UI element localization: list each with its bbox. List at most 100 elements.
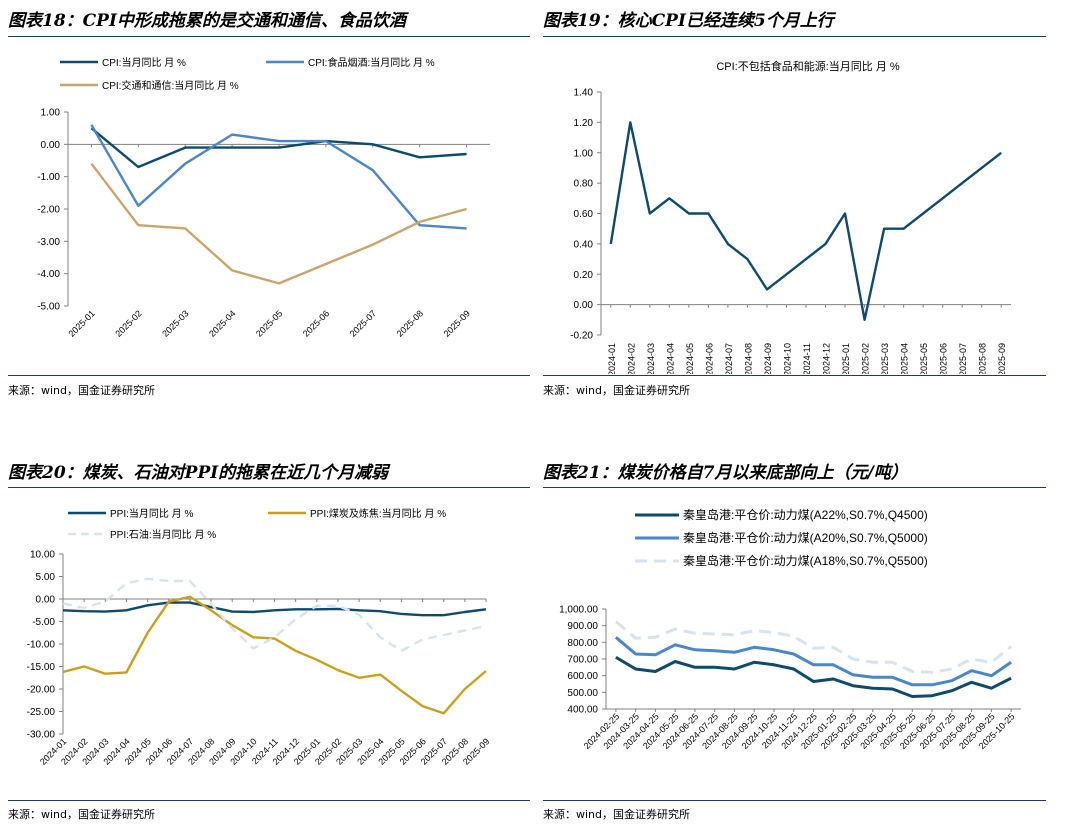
y-tick-label: 5.00 <box>36 572 56 583</box>
figure-21-source: 来源：wind，国金证券研究所 <box>543 808 691 821</box>
y-tick-label: 1.00 <box>41 108 61 119</box>
y-tick-label: -3.00 <box>37 237 60 248</box>
y-tick-label: -1.00 <box>37 172 60 183</box>
y-tick-label: 900.00 <box>567 621 598 632</box>
figure-18-top-rule <box>8 36 530 37</box>
chart-subtitle: CPI:不包括食品和能源:当月同比 月 % <box>716 59 900 73</box>
x-tick-label: 2025-09 <box>997 343 1007 374</box>
y-tick-label: 700.00 <box>567 655 598 666</box>
y-tick-label: 0.00 <box>36 595 56 606</box>
y-tick-label: -15.00 <box>27 662 56 673</box>
x-tick-label: 2024-04 <box>665 343 675 374</box>
figure-18-source: 来源：wind，国金证券研究所 <box>8 384 156 397</box>
x-tick-label: 2025-04 <box>900 343 910 374</box>
y-tick-label: 0.40 <box>574 239 594 250</box>
x-tick-label: 2024-09 <box>763 343 773 374</box>
y-tick-label: -30.00 <box>27 730 56 741</box>
figure-21-panel: 图表21：煤炭价格自7月以来底部向上（元/吨） 1,000.00 900.00 80… <box>543 420 1075 836</box>
legend-label-1: 秦皇岛港:平仓价:动力煤(A22%,S0.7%,Q4500) <box>683 507 928 522</box>
x-tick-label: 2024-03 <box>646 343 656 374</box>
y-tick-label: 600.00 <box>567 671 598 682</box>
y-tick-label: -5.00 <box>32 617 55 628</box>
figure-18-bottom-rule <box>8 375 530 376</box>
x-tick-label: 2025-05 <box>919 343 929 374</box>
legend-label-2: 秦皇岛港:平仓价:动力煤(A20%,S0.7%,Q5000) <box>683 530 928 545</box>
series-line-1 <box>615 656 1012 698</box>
x-tick-label: 2024-10 <box>782 343 792 374</box>
y-tick-label: 0.60 <box>574 209 594 220</box>
x-tick-label: 2025-01 <box>841 343 851 374</box>
x-tick-label: 2024-07 <box>724 343 734 374</box>
figure-19-chart: CPI:不包括食品和能源:当月同比 月 % 1.40 1.20 1.00 0.80 0.6… <box>570 59 1011 374</box>
legend-label-3: PPI:石油:当月同比 月 % <box>110 528 216 541</box>
y-tick-label: 0.00 <box>41 140 61 151</box>
legend-label-1: CPI:当月同比 月 % <box>102 56 186 69</box>
y-tick-label: 800.00 <box>567 638 598 649</box>
x-tick-label: 2024-01 <box>607 343 617 374</box>
x-tick-label: 2024-05 <box>685 343 695 374</box>
y-tick-label: -20.00 <box>27 685 56 696</box>
figure-20-top-rule <box>8 487 530 488</box>
legend-label-2: CPI:食品烟酒:当月同比 月 % <box>308 56 435 69</box>
y-tick-label: 0.00 <box>574 300 594 311</box>
figure-20-title: 图表20：煤炭、石油对PPI的拖累在近几个月减弱 <box>8 463 389 483</box>
x-tick-label: 2025-01 <box>66 308 96 338</box>
x-tick-label: 2025-04 <box>207 308 237 338</box>
figure-18-chart: 1.00 0.00 -1.00 -2.00 -3.00 -4.00 -5.00 2025-01… <box>37 56 490 339</box>
legend-label-1: PPI:当月同比 月 % <box>110 507 193 520</box>
x-tick-label: 2025-02 <box>861 343 871 374</box>
x-tick-label: 2025-06 <box>939 343 949 374</box>
series-line-3 <box>90 162 467 285</box>
x-tick-label: 2025-03 <box>880 343 890 374</box>
legend-label-3: CPI:交通和通信:当月同比 月 % <box>102 79 239 92</box>
y-tick-label: -0.20 <box>570 331 593 342</box>
figure-20-panel: 图表20：煤炭、石油对PPI的拖累在近几个月减弱 10.00 5.00 0.00 -5… <box>8 420 540 836</box>
y-tick-label: -25.00 <box>27 707 56 718</box>
y-tick-label: -5.00 <box>37 302 60 313</box>
figure-20-chart: 10.00 5.00 0.00 -5.00 -10.00 -15.00 -20.00 -25.… <box>27 507 492 767</box>
x-tick-label: 2024-06 <box>704 343 714 374</box>
y-tick-label: 10.00 <box>30 550 55 561</box>
figure-18-title: 图表18：CPI中形成拖累的是交通和通信、食品饮酒 <box>8 11 406 31</box>
y-tick-label: 1.20 <box>574 118 594 129</box>
x-tick-label: 2025-06 <box>301 308 331 338</box>
x-tick-label: 2024-12 <box>822 343 832 374</box>
y-tick-label: 1.40 <box>574 88 594 99</box>
series-line-2 <box>614 636 1012 687</box>
x-tick-label: 2025-08 <box>395 308 425 338</box>
x-tick-label: 2024-11 <box>802 343 812 374</box>
y-tick-label: 1.00 <box>574 148 594 159</box>
figure-19-title: 图表19：核心CPI已经连续5个月上行 <box>543 11 834 31</box>
x-tick-label: 2025-08 <box>978 343 988 374</box>
series-line-3 <box>62 577 487 653</box>
figure-19-panel: 图表19：核心CPI已经连续5个月上行 CPI:不包括食品和能源:当月同比 月 … <box>543 0 1075 410</box>
y-tick-label: -2.00 <box>37 205 60 216</box>
y-tick-label: -4.00 <box>37 269 60 280</box>
x-tick-label: 2025-03 <box>160 308 190 338</box>
x-tick-label: 2025-07 <box>348 308 378 338</box>
y-tick-label: 0.20 <box>574 270 594 281</box>
figure-19-source: 来源：wind，国金证券研究所 <box>543 384 691 397</box>
x-tick-label: 2025-05 <box>254 308 284 338</box>
y-tick-label: 0.80 <box>574 179 594 190</box>
legend-label-3: 秦皇岛港:平仓价:动力煤(A18%,S0.7%,Q5500) <box>683 553 928 568</box>
figure-19-top-rule <box>543 36 1046 37</box>
figure-20-bottom-rule <box>8 800 530 801</box>
x-tick-label: 2025-09 <box>442 308 472 338</box>
figure-18-panel: 图表18：CPI中形成拖累的是交通和通信、食品饮酒 1.00 0.00 -1.00 -… <box>8 0 540 410</box>
series-line-1 <box>609 121 1002 321</box>
series-line-1 <box>90 127 467 169</box>
figure-21-title: 图表21：煤炭价格自7月以来底部向上（元/吨） <box>543 463 908 483</box>
y-tick-label: 1,000.00 <box>559 605 598 616</box>
x-tick-label: 2024-02 <box>626 343 636 374</box>
figure-19-bottom-rule <box>543 375 1046 376</box>
series-line-3 <box>614 620 1013 674</box>
y-tick-label: 400.00 <box>567 705 598 716</box>
figure-21-bottom-rule <box>543 800 1046 801</box>
legend-label-2: PPI:煤炭及炼焦:当月同比 月 % <box>310 507 446 520</box>
x-tick-label: 2024-08 <box>743 343 753 374</box>
y-tick-label: 500.00 <box>567 688 598 699</box>
series-line-1 <box>62 601 487 617</box>
figure-21-chart: 1,000.00 900.00 800.00 700.00 600.00 500.00 40… <box>559 507 1021 751</box>
x-tick-label: 2025-07 <box>958 343 968 374</box>
